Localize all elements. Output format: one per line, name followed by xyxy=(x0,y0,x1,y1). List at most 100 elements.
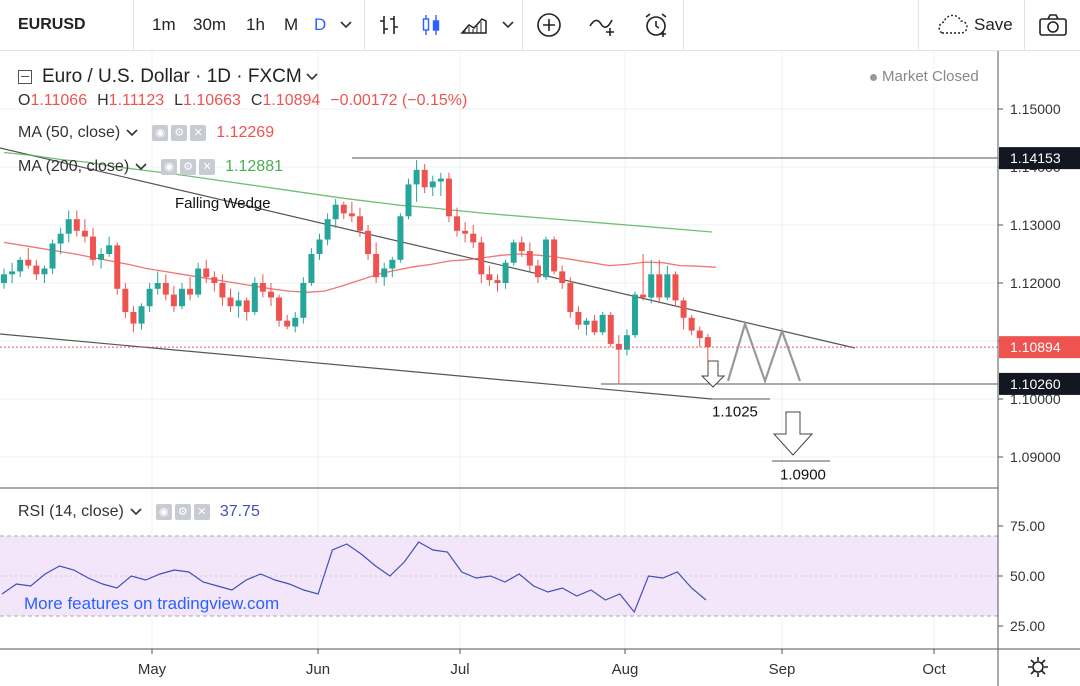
settings-button[interactable] xyxy=(1026,655,1050,684)
toolbar-divider xyxy=(364,0,365,50)
candle-body xyxy=(470,233,477,243)
chevron-down-icon[interactable] xyxy=(130,508,142,516)
candle-body xyxy=(259,283,266,292)
indicator-controls: ◉ ⚙ ✕ xyxy=(152,125,207,141)
candle-body xyxy=(696,330,703,339)
interval-dropdown[interactable] xyxy=(340,0,352,50)
eye-icon[interactable]: ◉ xyxy=(152,125,169,141)
target2-label: 1.0900 xyxy=(780,466,826,483)
close-icon[interactable]: ✕ xyxy=(199,159,216,175)
interval-day[interactable]: D xyxy=(314,15,327,34)
close-icon[interactable]: ✕ xyxy=(190,125,207,141)
candle-body xyxy=(1,274,7,283)
symbol-search[interactable]: EURUSD xyxy=(18,16,86,33)
ma50-legend[interactable]: MA (50, close) ◉ ⚙ ✕ 1.12269 xyxy=(18,124,274,142)
candle-body xyxy=(340,204,347,214)
compare-button[interactable] xyxy=(588,0,618,50)
candles xyxy=(1,160,711,385)
candle-body xyxy=(583,320,590,325)
candle-body xyxy=(510,242,517,263)
candle-body xyxy=(648,274,655,298)
price-tick-label: 1.10000 xyxy=(1010,391,1061,407)
toolbar-divider xyxy=(918,0,919,50)
watermark-link[interactable]: More features on tradingview.com xyxy=(24,594,280,613)
candle-body xyxy=(332,204,339,220)
rsi-tick-label: 75.00 xyxy=(1010,518,1045,534)
interval-30m[interactable]: 30m xyxy=(193,15,227,34)
candle-body xyxy=(292,317,299,327)
candle-body xyxy=(664,274,671,298)
candle-body xyxy=(187,288,194,295)
candle-style-button[interactable] xyxy=(420,0,444,50)
candle-body xyxy=(607,314,614,344)
toolbar-divider xyxy=(683,0,684,50)
interval-month[interactable]: M xyxy=(284,15,299,34)
save-button[interactable]: Save xyxy=(934,0,1013,50)
candle-body xyxy=(17,259,24,272)
gear-icon[interactable]: ⚙ xyxy=(174,504,191,520)
ma200-line xyxy=(3,151,712,233)
candle-body xyxy=(122,288,129,312)
chevron-down-icon[interactable] xyxy=(306,73,318,81)
low-value: 1.10663 xyxy=(183,92,241,109)
candle-body xyxy=(632,294,639,336)
price-tag-label: 1.14153 xyxy=(1010,150,1061,166)
candle-body xyxy=(316,239,323,254)
gear-icon[interactable]: ⚙ xyxy=(171,125,188,141)
ma50-line xyxy=(3,241,716,293)
candle-body xyxy=(130,312,137,324)
time-axis[interactable]: May Jun Jul Aug Sep Oct xyxy=(138,649,947,678)
candle-body xyxy=(154,283,161,289)
rsi-polyline xyxy=(1,541,707,614)
alert-button[interactable] xyxy=(642,0,670,50)
collapse-icon[interactable] xyxy=(18,70,32,84)
chart-canvas[interactable]: Falling Wedge 1.1025 1.0900 1.150001.140… xyxy=(0,51,1080,686)
candle-body xyxy=(98,254,105,260)
price-tick-label: 1.13000 xyxy=(1010,217,1061,233)
eye-icon[interactable]: ◉ xyxy=(155,504,172,520)
ohlc-row: O 1.11066 H 1.11123 L 1.10663 C 1.10894 −0.0… xyxy=(18,92,467,110)
rsi-legend[interactable]: RSI (14, close) ◉ ⚙ ✕ 37.75 xyxy=(18,503,260,521)
month-label: Jun xyxy=(306,661,330,678)
chevron-down-icon[interactable] xyxy=(126,129,138,137)
ma200-polyline xyxy=(3,151,712,233)
candle-body xyxy=(559,271,566,283)
wedge-lower-trendline[interactable] xyxy=(0,333,713,400)
interval-1m[interactable]: 1m xyxy=(152,15,176,34)
ma200-legend[interactable]: MA (200, close) ◉ ⚙ ✕ 1.12881 xyxy=(18,158,283,176)
snapshot-button[interactable] xyxy=(1038,0,1068,50)
low-label: L xyxy=(174,92,184,109)
month-label: May xyxy=(138,661,167,678)
candle-body xyxy=(57,233,64,244)
ma50-label: MA (50, close) xyxy=(18,124,121,141)
open-label: O xyxy=(18,92,31,109)
add-indicator-button[interactable] xyxy=(536,0,562,50)
rsi-axis[interactable]: 75.00 50.00 25.00 xyxy=(998,518,1045,634)
candle-body xyxy=(41,268,48,275)
wedge-upper-trendline[interactable] xyxy=(0,147,856,349)
price-tick-label: 1.09000 xyxy=(1010,449,1061,465)
bars-icon xyxy=(380,16,398,34)
chevron-down-icon[interactable] xyxy=(135,163,147,171)
projected-path xyxy=(726,320,802,385)
close-icon[interactable]: ✕ xyxy=(193,504,210,520)
candle-body xyxy=(502,262,509,283)
interval-1h[interactable]: 1h xyxy=(246,15,265,34)
eye-icon[interactable]: ◉ xyxy=(161,159,178,175)
candle-body xyxy=(243,300,250,312)
candle-body xyxy=(81,230,88,237)
gear-icon[interactable]: ⚙ xyxy=(180,159,197,175)
market-status-text: Market Closed xyxy=(882,68,979,85)
candle-body xyxy=(65,219,72,234)
chart-style-dropdown[interactable] xyxy=(502,0,514,50)
candle-body xyxy=(389,259,396,269)
price-tag-label: 1.10260 xyxy=(1010,376,1061,392)
indicator-controls: ◉ ⚙ ✕ xyxy=(155,504,210,520)
candle-body xyxy=(494,280,501,283)
bar-style-button[interactable] xyxy=(378,0,402,50)
candle-body xyxy=(300,283,307,318)
high-value: 1.11123 xyxy=(108,92,165,109)
area-style-button[interactable] xyxy=(460,0,488,50)
price-tag-bg xyxy=(999,147,1080,170)
toolbar-divider xyxy=(522,0,523,50)
